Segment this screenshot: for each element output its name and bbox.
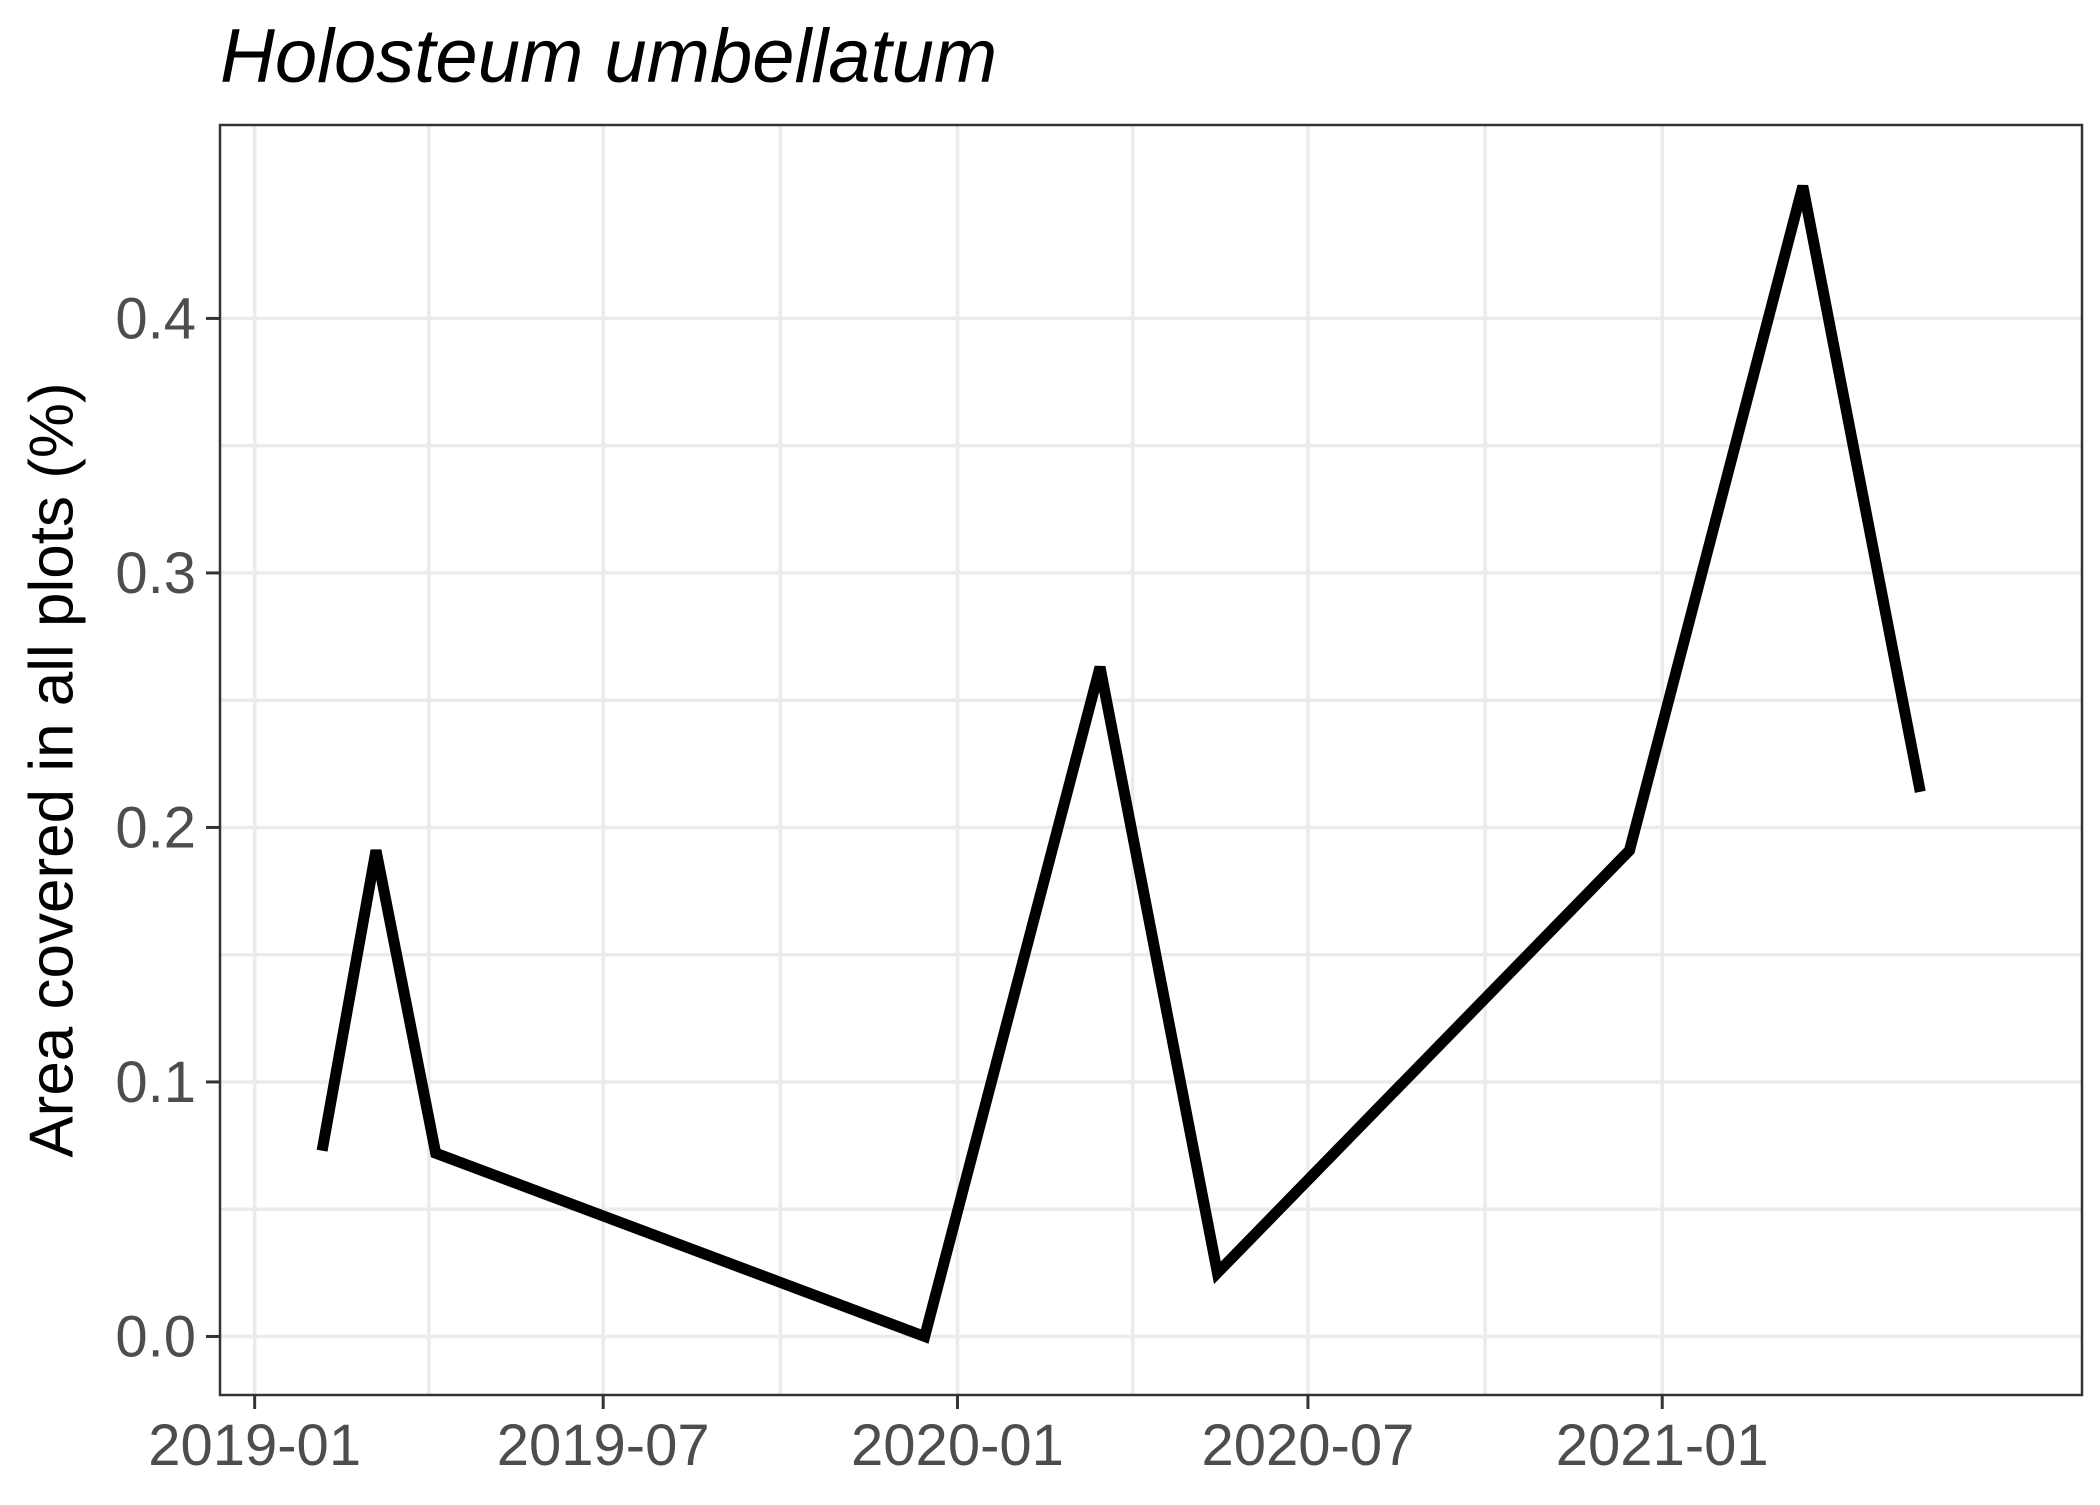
chart-title: Holosteum umbellatum	[220, 14, 997, 99]
y-tick-label: 0.2	[115, 795, 196, 860]
y-tick-label: 0.0	[115, 1304, 196, 1369]
y-tick-label: 0.3	[115, 541, 196, 606]
x-tick-label: 2019-01	[148, 1413, 361, 1478]
x-tick-label: 2020-01	[851, 1413, 1064, 1478]
y-axis-title: Area covered in all plots (%)	[17, 382, 86, 1157]
x-tick-label: 2019-07	[497, 1413, 710, 1478]
y-tick-label: 0.4	[115, 286, 196, 351]
x-tick-label: 2020-07	[1202, 1413, 1415, 1478]
y-tick-label: 0.1	[115, 1050, 196, 1115]
x-tick-label: 2021-01	[1556, 1413, 1769, 1478]
